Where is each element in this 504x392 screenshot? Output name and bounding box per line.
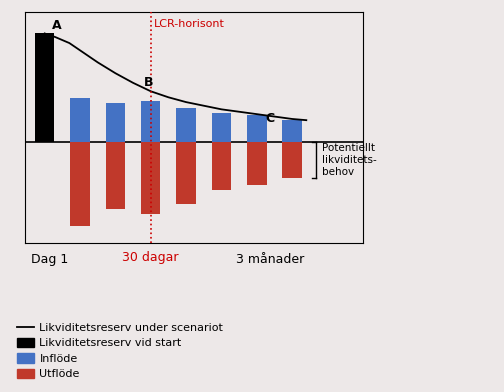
Bar: [106, 103, 125, 142]
Text: 30 dagar: 30 dagar: [122, 252, 179, 265]
Bar: [70, 142, 90, 226]
Bar: [35, 33, 54, 142]
Bar: [70, 98, 90, 142]
Bar: [141, 101, 160, 142]
Bar: [176, 142, 196, 205]
Text: Potentiellt
likviditets-
behov: Potentiellt likviditets- behov: [322, 143, 376, 176]
Text: 3 månader: 3 månader: [236, 253, 304, 266]
Bar: [247, 115, 267, 142]
Bar: [176, 108, 196, 142]
Bar: [212, 113, 231, 142]
Bar: [247, 142, 267, 185]
Text: C: C: [266, 113, 275, 125]
Text: A: A: [52, 19, 62, 32]
Bar: [282, 142, 302, 178]
Text: Dag 1: Dag 1: [31, 253, 68, 266]
Bar: [212, 142, 231, 190]
Bar: [106, 142, 125, 209]
Bar: [141, 142, 160, 214]
Text: LCR-horisont: LCR-horisont: [154, 19, 225, 29]
Text: B: B: [144, 76, 154, 89]
Bar: [282, 120, 302, 142]
Legend: Likviditetsreserv under scenariot, Likviditetsreserv vid start, Inflöde, Utflöde: Likviditetsreserv under scenariot, Likvi…: [17, 323, 223, 379]
